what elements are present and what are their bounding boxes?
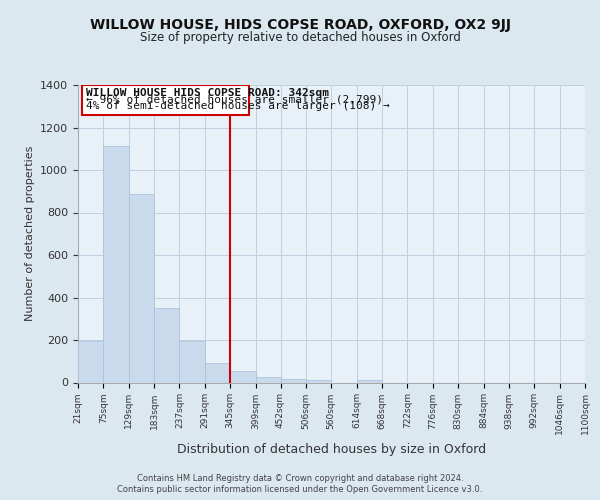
Y-axis label: Number of detached properties: Number of detached properties [25,146,35,322]
Text: WILLOW HOUSE, HIDS COPSE ROAD, OXFORD, OX2 9JJ: WILLOW HOUSE, HIDS COPSE ROAD, OXFORD, O… [89,18,511,32]
Text: ← 96% of detached houses are smaller (2,799): ← 96% of detached houses are smaller (2,… [86,94,383,104]
Bar [78,342,103,382]
Bar [356,380,382,382]
Text: WILLOW HOUSE HIDS COPSE ROAD: 342sqm: WILLOW HOUSE HIDS COPSE ROAD: 342sqm [86,88,329,98]
Bar [129,194,154,382]
Bar [205,362,230,382]
Bar [82,86,249,115]
Text: Contains HM Land Registry data © Crown copyright and database right 2024.: Contains HM Land Registry data © Crown c… [137,474,463,483]
Text: 4% of semi-detached houses are larger (108) →: 4% of semi-detached houses are larger (1… [86,100,390,110]
Bar [256,377,281,382]
Bar [306,380,331,382]
Bar [230,371,256,382]
X-axis label: Distribution of detached houses by size in Oxford: Distribution of detached houses by size … [177,442,486,456]
Bar [103,146,129,382]
Bar [281,378,306,382]
Bar [154,308,179,382]
Text: Size of property relative to detached houses in Oxford: Size of property relative to detached ho… [140,31,460,44]
Text: Contains public sector information licensed under the Open Government Licence v3: Contains public sector information licen… [118,485,482,494]
Bar [179,341,205,382]
